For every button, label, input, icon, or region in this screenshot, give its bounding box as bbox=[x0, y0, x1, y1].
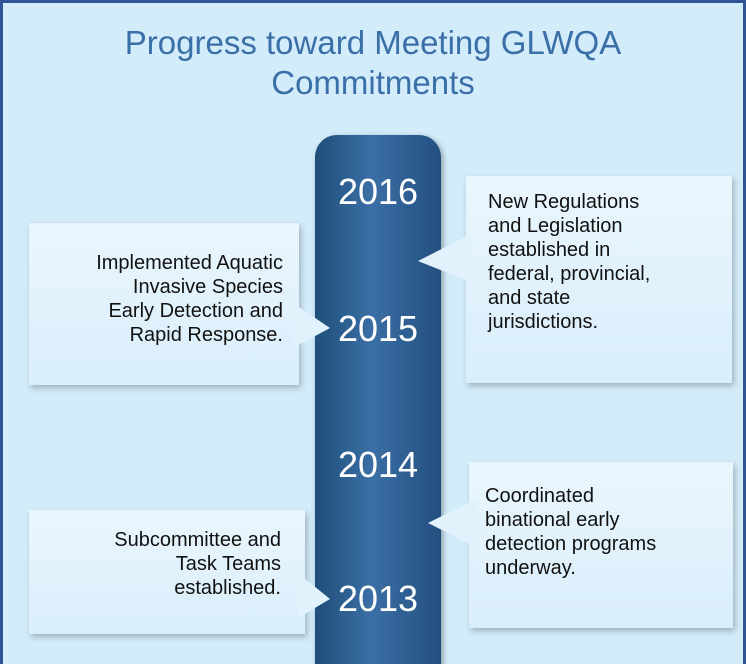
callout-text: Invasive Species bbox=[132, 276, 283, 298]
callout-text: Early Detection and bbox=[108, 300, 283, 322]
callout: Coordinated binational early detection pro… bbox=[469, 462, 733, 628]
callout-text: Rapid Response. bbox=[129, 324, 283, 346]
callout-text: Subcommittee and bbox=[114, 529, 281, 551]
pointer bbox=[418, 233, 473, 283]
pointer bbox=[298, 573, 330, 618]
callout-text: federal, provincial, bbox=[488, 263, 651, 285]
callout-text: underway. bbox=[485, 557, 576, 579]
callout-text: detection programs bbox=[485, 533, 657, 555]
callout-text: binational early bbox=[485, 509, 620, 531]
timeline-bar bbox=[315, 135, 441, 664]
year-label: 2016 bbox=[337, 171, 419, 212]
year-label: 2015 bbox=[337, 308, 419, 349]
callout-text: established. bbox=[174, 577, 281, 599]
year-label: 2014 bbox=[337, 444, 419, 485]
callout-text: Implemented Aquatic bbox=[96, 252, 283, 274]
callout-text: Coordinated bbox=[485, 485, 594, 507]
callout: Implemented Aquatic Invasive Species Early… bbox=[29, 223, 299, 385]
title: Progress toward Meeting GLWQA Commitment… bbox=[124, 24, 622, 101]
callout-text: and state bbox=[488, 287, 571, 309]
callout: Subcommittee and Task Teams established. bbox=[29, 510, 305, 634]
callout-text: jurisdictions. bbox=[488, 311, 599, 333]
callout: New Regulations and Legislation establishe… bbox=[466, 176, 732, 383]
pointer bbox=[428, 498, 478, 548]
pointers bbox=[293, 233, 478, 618]
year-label: 2013 bbox=[337, 578, 419, 619]
pointer bbox=[293, 303, 330, 348]
callout-text: established in bbox=[488, 239, 611, 261]
callout-text: and Legislation bbox=[488, 215, 623, 237]
callout-text: Task Teams bbox=[175, 553, 281, 575]
callout-text: New Regulations bbox=[488, 191, 640, 213]
